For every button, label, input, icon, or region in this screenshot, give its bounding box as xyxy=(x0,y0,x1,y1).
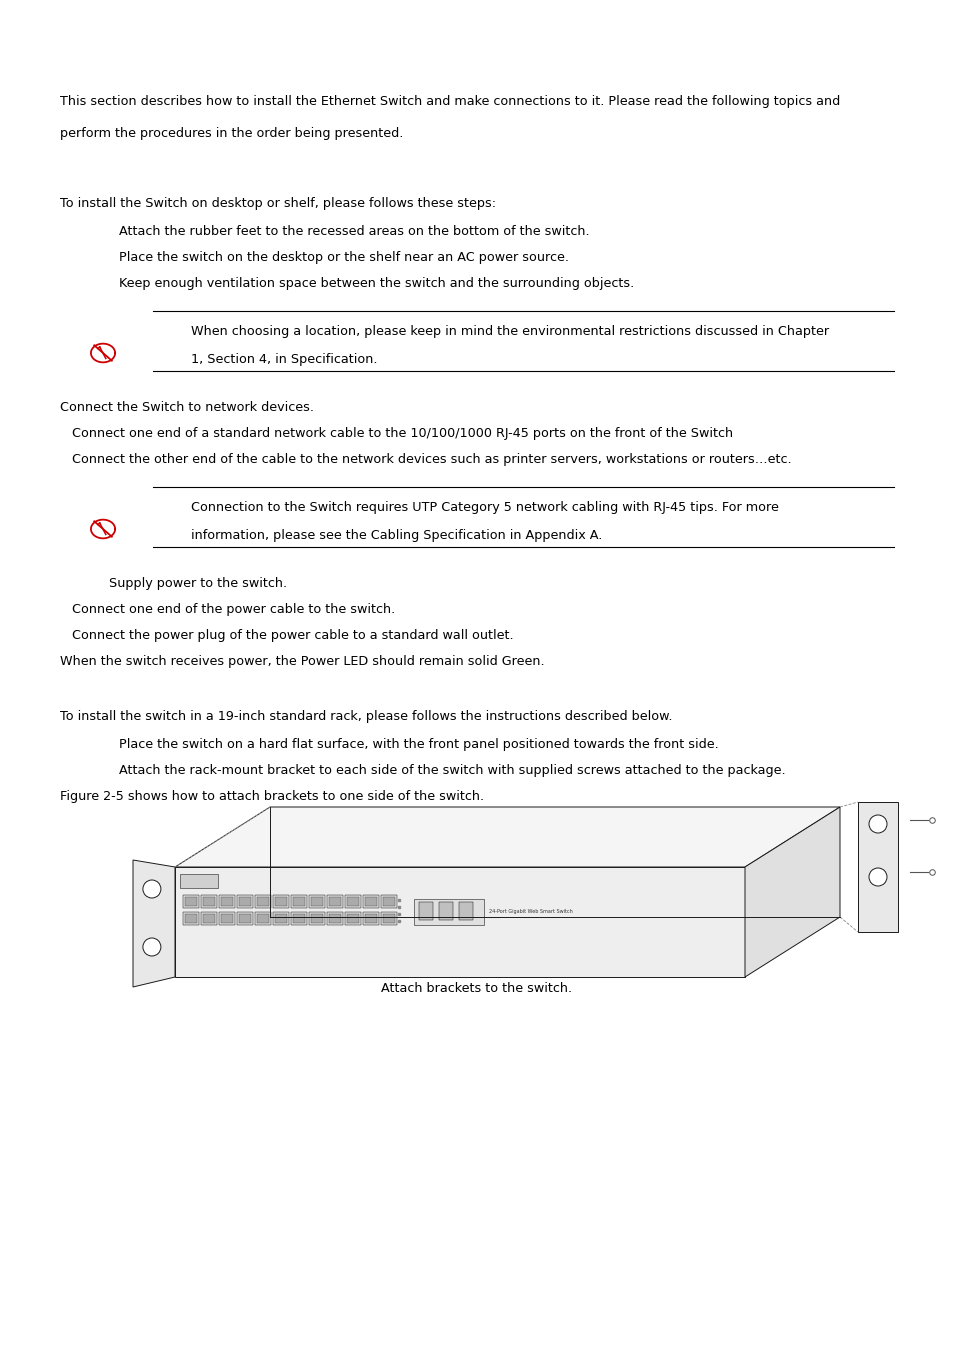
Bar xyxy=(347,896,358,906)
Bar xyxy=(219,913,234,925)
Bar xyxy=(327,913,343,925)
Text: Keep enough ventilation space between the switch and the surrounding objects.: Keep enough ventilation space between th… xyxy=(119,277,634,290)
Text: Connect one end of the power cable to the switch.: Connect one end of the power cable to th… xyxy=(72,603,395,616)
Text: Place the switch on a hard flat surface, with the front panel positioned towards: Place the switch on a hard flat surface,… xyxy=(119,738,719,751)
Bar xyxy=(363,895,378,909)
Bar xyxy=(183,895,199,909)
Bar xyxy=(382,914,395,923)
Bar xyxy=(256,914,269,923)
Bar xyxy=(345,895,360,909)
Text: Connect the power plug of the power cable to a standard wall outlet.: Connect the power plug of the power cabl… xyxy=(72,629,513,643)
Bar xyxy=(256,896,269,906)
Bar xyxy=(239,896,251,906)
Bar xyxy=(291,895,307,909)
Bar xyxy=(293,914,305,923)
Bar xyxy=(180,873,218,888)
Text: Figure 2-5 shows how to attach brackets to one side of the switch.: Figure 2-5 shows how to attach brackets … xyxy=(60,790,484,803)
Bar xyxy=(438,902,453,919)
Bar xyxy=(273,913,289,925)
Bar xyxy=(203,914,214,923)
Bar xyxy=(219,895,234,909)
Text: To install the switch in a 19-inch standard rack, please follows the instruction: To install the switch in a 19-inch stand… xyxy=(60,710,672,724)
Bar xyxy=(185,914,196,923)
Bar xyxy=(329,914,340,923)
Text: Attach the rack-mount bracket to each side of the switch with supplied screws at: Attach the rack-mount bracket to each si… xyxy=(119,764,785,778)
Bar xyxy=(311,896,323,906)
Text: 1, Section 4, in Specification.: 1, Section 4, in Specification. xyxy=(191,352,376,366)
Text: 24-Port Gigabit Web Smart Switch: 24-Port Gigabit Web Smart Switch xyxy=(489,910,572,914)
Bar xyxy=(347,914,358,923)
Bar xyxy=(254,895,271,909)
Bar xyxy=(201,895,216,909)
Text: Attach brackets to the switch.: Attach brackets to the switch. xyxy=(381,981,572,995)
Bar xyxy=(239,914,251,923)
Bar xyxy=(274,896,287,906)
Bar xyxy=(203,896,214,906)
Bar xyxy=(311,914,323,923)
Bar xyxy=(309,913,325,925)
Polygon shape xyxy=(174,807,840,867)
Circle shape xyxy=(143,938,161,956)
Bar xyxy=(345,913,360,925)
Text: When the switch receives power, the Power LED should remain solid Green.: When the switch receives power, the Powe… xyxy=(60,655,544,668)
Bar xyxy=(382,896,395,906)
Bar xyxy=(254,913,271,925)
Polygon shape xyxy=(744,807,840,977)
Polygon shape xyxy=(174,867,744,977)
Text: Supply power to the switch.: Supply power to the switch. xyxy=(110,576,287,590)
Bar xyxy=(418,902,433,919)
Bar xyxy=(273,895,289,909)
Bar xyxy=(236,913,253,925)
Bar xyxy=(365,914,376,923)
Text: perform the procedures in the order being presented.: perform the procedures in the order bein… xyxy=(60,127,403,140)
Circle shape xyxy=(868,815,886,833)
Text: To install the Switch on desktop or shelf, please follows these steps:: To install the Switch on desktop or shel… xyxy=(60,197,496,211)
Bar xyxy=(380,895,396,909)
Bar xyxy=(185,896,196,906)
Bar xyxy=(221,896,233,906)
Text: Connect the other end of the cable to the network devices such as printer server: Connect the other end of the cable to th… xyxy=(72,454,791,466)
Text: Connect one end of a standard network cable to the 10/100/1000 RJ-45 ports on th: Connect one end of a standard network ca… xyxy=(72,427,733,440)
Bar xyxy=(183,913,199,925)
Polygon shape xyxy=(857,802,897,932)
Bar xyxy=(327,895,343,909)
Text: This section describes how to install the Ethernet Switch and make connections t: This section describes how to install th… xyxy=(60,95,840,108)
Text: information, please see the Cabling Specification in Appendix A.: information, please see the Cabling Spec… xyxy=(191,529,601,541)
Bar xyxy=(380,913,396,925)
Bar xyxy=(236,895,253,909)
Text: Place the switch on the desktop or the shelf near an AC power source.: Place the switch on the desktop or the s… xyxy=(119,251,569,265)
Bar xyxy=(293,896,305,906)
Circle shape xyxy=(868,868,886,886)
Bar xyxy=(274,914,287,923)
Text: Attach the rubber feet to the recessed areas on the bottom of the switch.: Attach the rubber feet to the recessed a… xyxy=(119,225,589,238)
Bar xyxy=(414,899,483,925)
Text: Connect the Switch to network devices.: Connect the Switch to network devices. xyxy=(60,401,314,414)
Text: Connection to the Switch requires UTP Category 5 network cabling with RJ-45 tips: Connection to the Switch requires UTP Ca… xyxy=(191,501,778,514)
Text: When choosing a location, please keep in mind the environmental restrictions dis: When choosing a location, please keep in… xyxy=(191,325,828,338)
Bar xyxy=(365,896,376,906)
Bar xyxy=(309,895,325,909)
Bar xyxy=(291,913,307,925)
Circle shape xyxy=(143,880,161,898)
Bar xyxy=(221,914,233,923)
Bar xyxy=(329,896,340,906)
Bar xyxy=(363,913,378,925)
Bar xyxy=(201,913,216,925)
Bar xyxy=(458,902,473,919)
Polygon shape xyxy=(132,860,174,987)
